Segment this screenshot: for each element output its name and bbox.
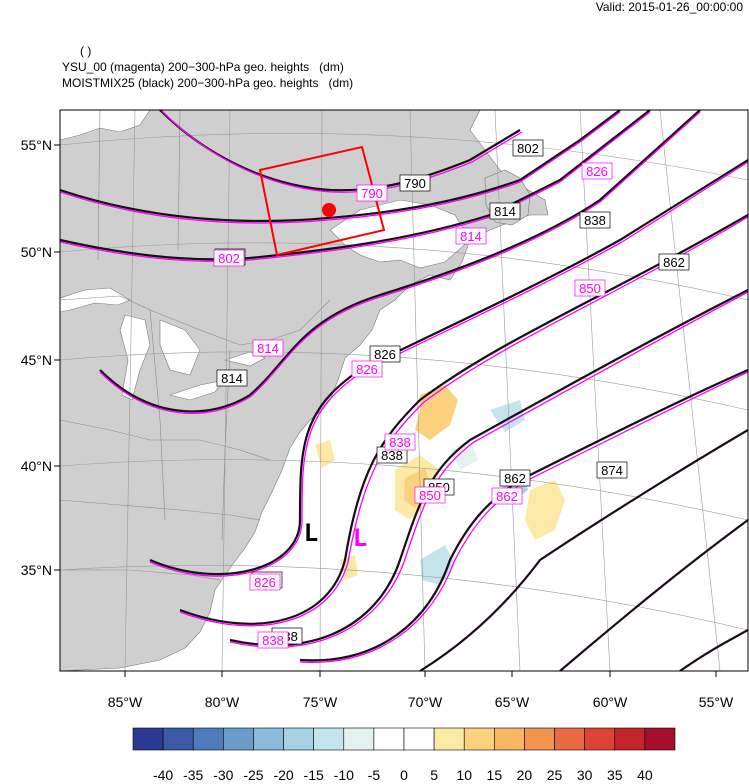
colorbar-swatch [223,727,254,751]
mlabel-802: 802 [218,251,240,266]
colorbar-label: -30 [213,767,233,783]
mlabel-814-west: 814 [257,341,279,356]
colorbar-swatch [283,727,314,751]
label-826: 826 [374,347,396,362]
contour-802-b [60,110,651,261]
lat-55: 55°N [21,137,52,153]
colorbar-label: 20 [517,767,533,783]
colorbar-swatch [132,727,164,751]
colorbar-label: -5 [368,767,381,783]
colorbar-swatch [524,727,555,751]
colorbar-swatch [554,727,585,751]
lon-75: 75°W [303,694,338,710]
mlabel-838: 838 [389,435,411,450]
colorbar-label: -15 [304,767,324,783]
lon-85: 85°W [108,694,143,710]
label-862: 862 [663,255,685,270]
lake-michigan-huron [119,314,201,401]
contour-862 [299,368,748,662]
colorbar-swatch [313,727,345,751]
contour-874 [419,429,748,671]
colorbar-label: -25 [243,767,263,783]
colorbar-swatch [644,727,676,751]
contour-826 [149,159,748,576]
contour-802-a [60,110,621,223]
mlabel-790: 790 [361,186,383,201]
lon-80: 80°W [205,694,240,710]
colorbar-swatch [162,727,194,751]
colorbar-swatch [584,727,616,751]
label-838-mid: 838 [381,448,403,463]
domain-box [258,145,386,257]
colorbar-label: 5 [430,767,438,783]
lat-40: 40°N [21,458,52,474]
lake-superior [60,287,131,313]
colorbar-label: 15 [487,767,503,783]
lat-labels: 55°N 50°N 45°N 40°N 35°N [21,137,60,578]
hudson-bay [60,110,151,141]
mlabel-826: 826 [586,164,608,179]
colorbar-swatch [343,727,375,751]
low-marker-black: L [304,519,318,547]
contour-898 [679,629,748,671]
mlabel-838-south: 838 [262,633,284,648]
colorbar-label: -40 [153,767,173,783]
lon-60: 60°W [593,694,628,710]
colorbar-swatch [192,727,224,751]
lat-50: 50°N [21,244,52,260]
label-838: 838 [584,213,606,228]
mlabel-826-south: 826 [254,575,276,590]
colorbar-swatch [253,727,284,751]
location-dot [322,203,336,217]
lat-35: 35°N [21,562,52,578]
colorbar-swatch [614,727,646,751]
lon-55: 55°W [699,694,734,710]
mlabel-826-mid: 826 [356,362,378,377]
black-contours [60,110,748,671]
colorbar-label: 40 [637,767,653,783]
mlabel-862: 862 [496,489,518,504]
valid-time: Valid: 2015-01-26_00:00:00 [595,0,743,14]
title-line-ysu: YSU_00 (magenta) 200−300-hPa geo. height… [62,60,344,74]
lon-labels: 85°W 80°W 75°W 70°W 65°W 60°W 55°W [108,671,734,710]
low-marker-magenta: L [353,524,367,552]
colorbar-label: 10 [456,767,472,783]
colorbar-label: 25 [547,767,563,783]
label-802: 802 [517,141,539,156]
colorbar-label: -20 [273,767,293,783]
colorbar-swatch [403,727,435,751]
colorbar-label: 0 [400,767,408,783]
colorbar-swatch [494,727,525,751]
colorbar: -40 -35 -30 -25 -20 -15 -10 -5 0 5 10 15 20 25 30 35 40 [132,727,676,783]
label-814: 814 [494,204,516,219]
label-874: 874 [601,463,623,478]
lon-65: 65°W [495,694,530,710]
label-862-mid: 862 [504,471,526,486]
colorbar-label: 30 [577,767,593,783]
contour-814 [99,110,701,413]
title-line-moistmix: MOISTMIX25 (black) 200−300-hPa geo. heig… [62,76,354,90]
colorbar-label: -35 [183,767,203,783]
colorbar-swatch [433,727,465,751]
title-line-0: ( ) [80,44,92,58]
mlabel-814: 814 [460,229,482,244]
colorbar-swatch [463,727,495,751]
lat-45: 45°N [21,352,52,368]
colorbar-swatch [373,727,405,751]
contour-886 [559,519,748,671]
label-790: 790 [404,176,426,191]
map-frame [59,109,749,672]
mlabel-850: 850 [579,281,601,296]
lon-70: 70°W [408,694,443,710]
colorbar-label: 35 [607,767,623,783]
label-814-west: 814 [221,371,243,386]
contour-labels-magenta: 790 802 814 814 826 826 826 838 838 850 … [213,162,613,649]
mlabel-850-mid: 850 [419,488,441,503]
map-area: 790 802 802 814 814 826 826 838 838 838 … [60,110,748,671]
colorbar-label: -10 [334,767,354,783]
